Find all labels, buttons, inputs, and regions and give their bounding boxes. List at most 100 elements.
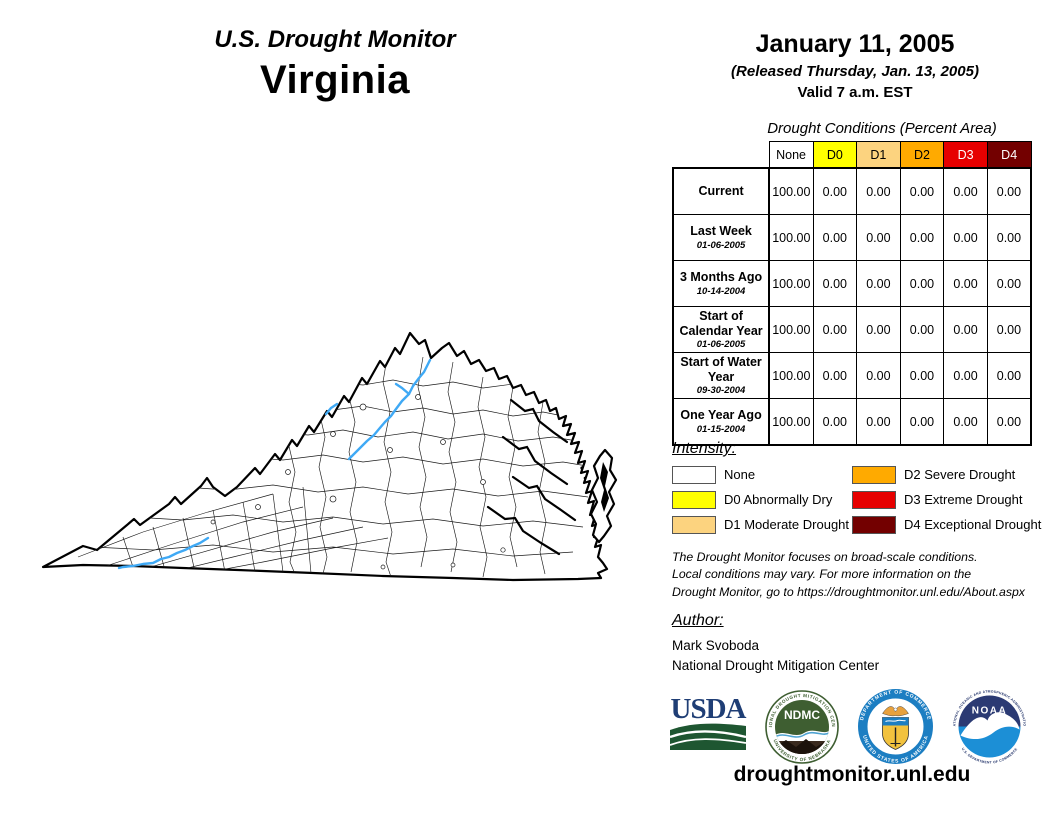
independent-cities bbox=[210, 337, 506, 570]
cell-value: 0.00 bbox=[986, 352, 1032, 399]
state-name: Virginia bbox=[260, 58, 410, 102]
row-label: One Year Ago 01-15-2004 bbox=[671, 398, 771, 446]
legend-item-d2: D2 Severe Drought bbox=[852, 465, 1041, 484]
cell-value: 0.00 bbox=[986, 214, 1032, 261]
cell-value: 0.00 bbox=[812, 306, 858, 353]
shenandoah-river bbox=[347, 358, 432, 461]
row-label: Last Week 01-06-2005 bbox=[671, 214, 771, 261]
legend-item-d4: D4 Exceptional Drought bbox=[852, 515, 1041, 534]
map-date: January 11, 2005 bbox=[755, 30, 955, 58]
estuary-inlets bbox=[486, 398, 577, 556]
commerce-seal-logo: DEPARTMENT OF COMMERCE UNITED STATES OF … bbox=[857, 689, 933, 765]
state-mainland bbox=[41, 331, 609, 582]
cell-value: 0.00 bbox=[856, 352, 901, 399]
usda-field-icon bbox=[669, 723, 747, 751]
cell-value: 0.00 bbox=[943, 167, 988, 215]
cell-value: 0.00 bbox=[856, 306, 901, 353]
legend-swatch-d3 bbox=[852, 490, 896, 509]
legend-heading: Intensity: bbox=[672, 440, 737, 457]
release-date: (Released Thursday, Jan. 13, 2005) bbox=[731, 63, 979, 80]
cell-value: 0.00 bbox=[812, 260, 858, 307]
row-label: Start of Water Year 09-30-2004 bbox=[671, 352, 771, 399]
cell-value: 0.00 bbox=[856, 167, 901, 215]
cell-value: 0.00 bbox=[812, 352, 858, 399]
ndmc-logo: NATIONAL DROUGHT MITIGATION CENTER UNIVE… bbox=[765, 689, 840, 764]
doc-shield-icon bbox=[881, 717, 909, 750]
table-row-current: Current 100.00 0.00 0.00 0.00 0.00 0.00 bbox=[671, 167, 1032, 215]
bay-island bbox=[580, 466, 584, 470]
row-label: Current bbox=[671, 167, 771, 215]
table-title: Drought Conditions (Percent Area) bbox=[767, 120, 997, 137]
cell-value: 0.00 bbox=[943, 352, 988, 399]
row-label: Start of Calendar Year 01-06-2005 bbox=[671, 306, 771, 353]
valid-time: Valid 7 a.m. EST bbox=[797, 84, 913, 101]
report-title: U.S. Drought Monitor bbox=[214, 26, 456, 53]
cell-value: 0.00 bbox=[943, 306, 988, 353]
legend-swatch-d0 bbox=[672, 490, 716, 509]
cell-value: 0.00 bbox=[856, 398, 901, 446]
col-header-d0: D0 bbox=[812, 141, 858, 169]
cell-value: 0.00 bbox=[943, 260, 988, 307]
cell-value: 0.00 bbox=[943, 398, 988, 446]
cell-value: 0.00 bbox=[986, 306, 1032, 353]
doc-eagle-icon bbox=[881, 706, 909, 717]
cell-value: 0.00 bbox=[899, 214, 945, 261]
title-block: U.S. Drought Monitor Virginia bbox=[135, 26, 535, 103]
legend-swatch-none bbox=[672, 465, 716, 484]
cell-value: 0.00 bbox=[899, 352, 945, 399]
footer-url: droughtmonitor.unl.edu bbox=[733, 763, 971, 786]
intensity-legend: Intensity: None D0 Abnormally Dry D1 Mod… bbox=[672, 440, 1052, 534]
bay-island bbox=[583, 476, 587, 480]
noaa-bird-icon bbox=[960, 712, 1020, 740]
author-heading: Author: bbox=[672, 612, 724, 629]
legend-item-d0: D0 Abnormally Dry bbox=[672, 490, 852, 509]
cell-value: 0.00 bbox=[899, 167, 945, 215]
cell-value: 0.00 bbox=[856, 214, 901, 261]
river-stub bbox=[324, 402, 339, 416]
cell-value: 0.00 bbox=[899, 260, 945, 307]
usda-wordmark: USDA bbox=[670, 692, 747, 725]
table-row-3-months-ago: 3 Months Ago 10-14-2004 100.00 0.00 0.00… bbox=[671, 260, 1032, 307]
eastern-shore bbox=[580, 448, 618, 544]
col-header-d1: D1 bbox=[856, 141, 901, 169]
legend-item-d3: D3 Extreme Drought bbox=[852, 490, 1041, 509]
logo-row: USDA NATIONAL DROUGHT MITIGATION CENTER … bbox=[668, 688, 1028, 765]
cell-value: 0.00 bbox=[899, 398, 945, 446]
author-name: Mark Svoboda bbox=[672, 638, 760, 653]
col-header-none: None bbox=[768, 141, 814, 169]
southwest-river bbox=[117, 536, 210, 570]
table-corner-blank bbox=[673, 142, 769, 169]
disclaimer-text: The Drought Monitor focuses on broad-sca… bbox=[672, 550, 1025, 599]
cell-value: 0.00 bbox=[986, 398, 1032, 446]
cell-value: 0.00 bbox=[943, 214, 988, 261]
cell-value: 0.00 bbox=[899, 306, 945, 353]
cell-value: 0.00 bbox=[812, 214, 858, 261]
cell-value: 100.00 bbox=[768, 214, 814, 261]
state-outline bbox=[41, 331, 609, 582]
legend-swatch-d1 bbox=[672, 515, 716, 534]
cell-value: 0.00 bbox=[812, 167, 858, 215]
author-organization: National Drought Mitigation Center bbox=[672, 658, 880, 673]
cell-value: 0.00 bbox=[986, 260, 1032, 307]
shenandoah-fork bbox=[394, 382, 411, 396]
cell-value: 100.00 bbox=[768, 167, 814, 215]
legend-swatch-d4 bbox=[852, 515, 896, 534]
cell-value: 100.00 bbox=[768, 352, 814, 399]
noaa-logo: NATIONAL OCEANIC AND ATMOSPHERIC ADMINIS… bbox=[951, 688, 1028, 765]
col-header-d3: D3 bbox=[943, 141, 988, 169]
legend-item-none: None bbox=[672, 465, 852, 484]
drought-conditions-table: None D0 D1 D2 D3 D4 Current 100.00 0.00 … bbox=[671, 141, 1032, 446]
ndmc-wordmark: NDMC bbox=[784, 708, 820, 722]
legend-item-d1: D1 Moderate Drought bbox=[672, 515, 852, 534]
table-header-row: None D0 D1 D2 D3 D4 bbox=[673, 141, 1032, 169]
table-row-start-calendar-year: Start of Calendar Year 01-06-2005 100.00… bbox=[671, 306, 1032, 353]
table-row-one-year-ago: One Year Ago 01-15-2004 100.00 0.00 0.00… bbox=[671, 398, 1032, 446]
virginia-drought-map bbox=[41, 331, 618, 582]
cell-value: 0.00 bbox=[856, 260, 901, 307]
author-section: Author: Mark Svoboda National Drought Mi… bbox=[672, 612, 1052, 673]
legend-swatch-d2 bbox=[852, 465, 896, 484]
row-label: 3 Months Ago 10-14-2004 bbox=[671, 260, 771, 307]
date-block: January 11, 2005 (Released Thursday, Jan… bbox=[660, 30, 1050, 101]
county-lines bbox=[77, 351, 594, 578]
table-row-last-week: Last Week 01-06-2005 100.00 0.00 0.00 0.… bbox=[671, 214, 1032, 261]
